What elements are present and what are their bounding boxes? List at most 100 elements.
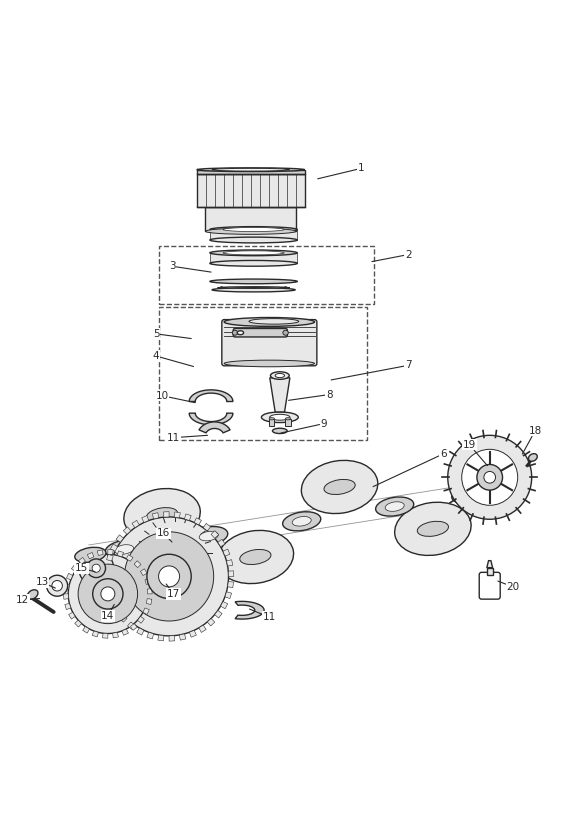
Text: 7: 7 xyxy=(331,360,412,380)
Ellipse shape xyxy=(375,497,414,516)
Polygon shape xyxy=(136,628,144,635)
Polygon shape xyxy=(152,513,159,519)
Ellipse shape xyxy=(217,531,294,583)
Polygon shape xyxy=(113,632,118,638)
Text: 6: 6 xyxy=(373,449,447,487)
Text: 9: 9 xyxy=(281,419,327,433)
Circle shape xyxy=(47,575,68,597)
Text: 1: 1 xyxy=(318,163,365,179)
Circle shape xyxy=(477,465,503,490)
Polygon shape xyxy=(106,587,111,593)
Polygon shape xyxy=(189,390,233,401)
Ellipse shape xyxy=(27,590,38,599)
Ellipse shape xyxy=(223,250,284,255)
Circle shape xyxy=(101,587,115,601)
Polygon shape xyxy=(270,378,290,412)
Polygon shape xyxy=(92,631,99,637)
Text: 8: 8 xyxy=(289,390,333,400)
Circle shape xyxy=(93,578,123,609)
Polygon shape xyxy=(71,564,78,571)
Ellipse shape xyxy=(223,227,284,232)
Ellipse shape xyxy=(283,330,289,335)
Ellipse shape xyxy=(210,260,297,266)
Ellipse shape xyxy=(272,428,287,433)
Polygon shape xyxy=(147,632,154,639)
Polygon shape xyxy=(146,599,152,605)
Polygon shape xyxy=(169,635,175,641)
Polygon shape xyxy=(107,555,113,561)
Polygon shape xyxy=(75,620,82,627)
Bar xyxy=(487,568,493,574)
Polygon shape xyxy=(83,626,89,633)
Polygon shape xyxy=(116,535,124,542)
Ellipse shape xyxy=(124,489,201,541)
Ellipse shape xyxy=(249,319,298,324)
Ellipse shape xyxy=(395,503,471,555)
Polygon shape xyxy=(203,523,210,531)
Ellipse shape xyxy=(75,547,106,562)
Polygon shape xyxy=(229,571,234,577)
Polygon shape xyxy=(122,629,128,635)
Polygon shape xyxy=(117,551,124,557)
Ellipse shape xyxy=(189,527,228,545)
FancyBboxPatch shape xyxy=(479,573,500,599)
Text: 10: 10 xyxy=(156,391,195,403)
FancyBboxPatch shape xyxy=(233,329,287,337)
Polygon shape xyxy=(208,619,215,626)
Circle shape xyxy=(68,555,147,634)
Polygon shape xyxy=(235,602,264,619)
Polygon shape xyxy=(103,634,108,639)
Bar xyxy=(159,246,374,303)
Polygon shape xyxy=(134,560,141,568)
Ellipse shape xyxy=(196,168,304,171)
Polygon shape xyxy=(158,635,164,641)
Polygon shape xyxy=(199,422,230,433)
Polygon shape xyxy=(199,625,206,633)
Polygon shape xyxy=(64,583,69,589)
Ellipse shape xyxy=(271,372,289,379)
Circle shape xyxy=(159,536,191,569)
Polygon shape xyxy=(132,521,139,527)
Polygon shape xyxy=(145,578,151,584)
Ellipse shape xyxy=(461,489,480,499)
Ellipse shape xyxy=(210,227,297,232)
Text: 12: 12 xyxy=(16,595,40,605)
Ellipse shape xyxy=(210,250,297,255)
Text: 4: 4 xyxy=(153,351,194,367)
Ellipse shape xyxy=(275,373,285,377)
Ellipse shape xyxy=(232,330,238,335)
Bar xyxy=(210,230,297,240)
Polygon shape xyxy=(104,577,110,582)
Circle shape xyxy=(79,550,114,586)
Circle shape xyxy=(462,449,518,505)
Polygon shape xyxy=(110,544,118,551)
Polygon shape xyxy=(189,413,233,425)
Polygon shape xyxy=(227,582,234,588)
Ellipse shape xyxy=(224,317,315,326)
Ellipse shape xyxy=(528,454,538,461)
Text: 2: 2 xyxy=(372,250,412,261)
Circle shape xyxy=(52,580,62,591)
Polygon shape xyxy=(65,603,71,610)
Bar xyxy=(210,253,297,264)
Ellipse shape xyxy=(199,531,218,541)
Polygon shape xyxy=(218,539,225,546)
Circle shape xyxy=(124,531,213,621)
Text: 19: 19 xyxy=(463,440,487,466)
Ellipse shape xyxy=(205,228,296,234)
Circle shape xyxy=(78,564,138,624)
Circle shape xyxy=(484,471,496,483)
Polygon shape xyxy=(487,560,493,568)
Ellipse shape xyxy=(240,550,271,564)
Polygon shape xyxy=(64,594,68,599)
Ellipse shape xyxy=(324,480,355,494)
Polygon shape xyxy=(194,517,202,525)
Polygon shape xyxy=(220,602,228,609)
Text: 11: 11 xyxy=(250,609,276,622)
Polygon shape xyxy=(131,624,137,630)
Polygon shape xyxy=(138,616,145,623)
Polygon shape xyxy=(128,622,135,630)
Polygon shape xyxy=(97,550,103,555)
Text: 11: 11 xyxy=(167,433,208,442)
Text: 5: 5 xyxy=(153,329,191,339)
